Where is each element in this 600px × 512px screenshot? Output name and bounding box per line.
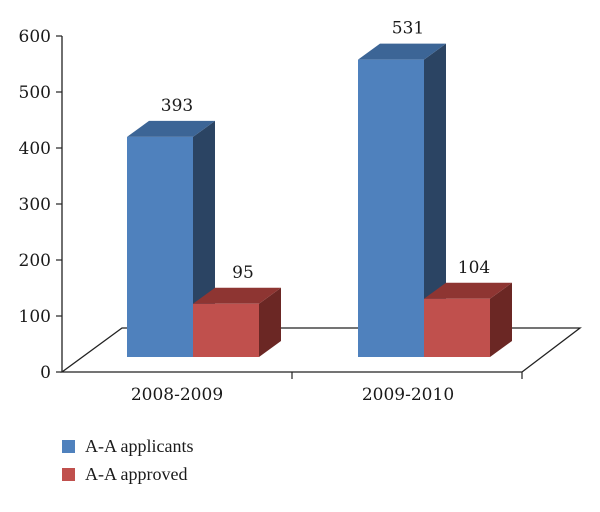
- y-tick-label: 100: [19, 307, 51, 327]
- y-tick-label: 400: [19, 139, 51, 159]
- y-tick-label: 500: [19, 83, 51, 103]
- bar: [358, 59, 424, 357]
- bar: [424, 298, 490, 357]
- legend-swatch-applicants: [62, 439, 75, 453]
- x-tick-label: 2009-2010: [362, 385, 454, 405]
- bar-top: [127, 120, 215, 137]
- bar-side: [490, 282, 512, 357]
- y-tick-label: 300: [19, 195, 51, 215]
- bar-side: [259, 287, 281, 357]
- data-label: 95: [232, 263, 254, 283]
- bar: [193, 303, 259, 357]
- y-tick-label: 0: [40, 363, 51, 383]
- bar: [127, 136, 193, 357]
- legend-swatch-approved: [62, 467, 75, 481]
- chart-floor: [60, 327, 582, 373]
- x-tick-label: 2008-2009: [131, 385, 223, 405]
- legend: A-A applicants A-A approved: [62, 432, 193, 488]
- data-label: 104: [458, 258, 490, 278]
- legend-label-approved: A-A approved: [85, 463, 188, 484]
- legend-item-applicants: A-A applicants: [62, 432, 193, 460]
- bar-top: [193, 287, 281, 304]
- bar-top: [358, 43, 446, 60]
- bar-top: [424, 282, 512, 299]
- bar-side: [424, 43, 446, 357]
- data-label: 393: [161, 96, 193, 116]
- data-label: 531: [392, 19, 424, 39]
- legend-item-approved: A-A approved: [62, 460, 193, 488]
- y-tick-label: 600: [19, 27, 51, 47]
- y-tick-label: 200: [19, 251, 51, 271]
- legend-label-applicants: A-A applicants: [85, 435, 194, 456]
